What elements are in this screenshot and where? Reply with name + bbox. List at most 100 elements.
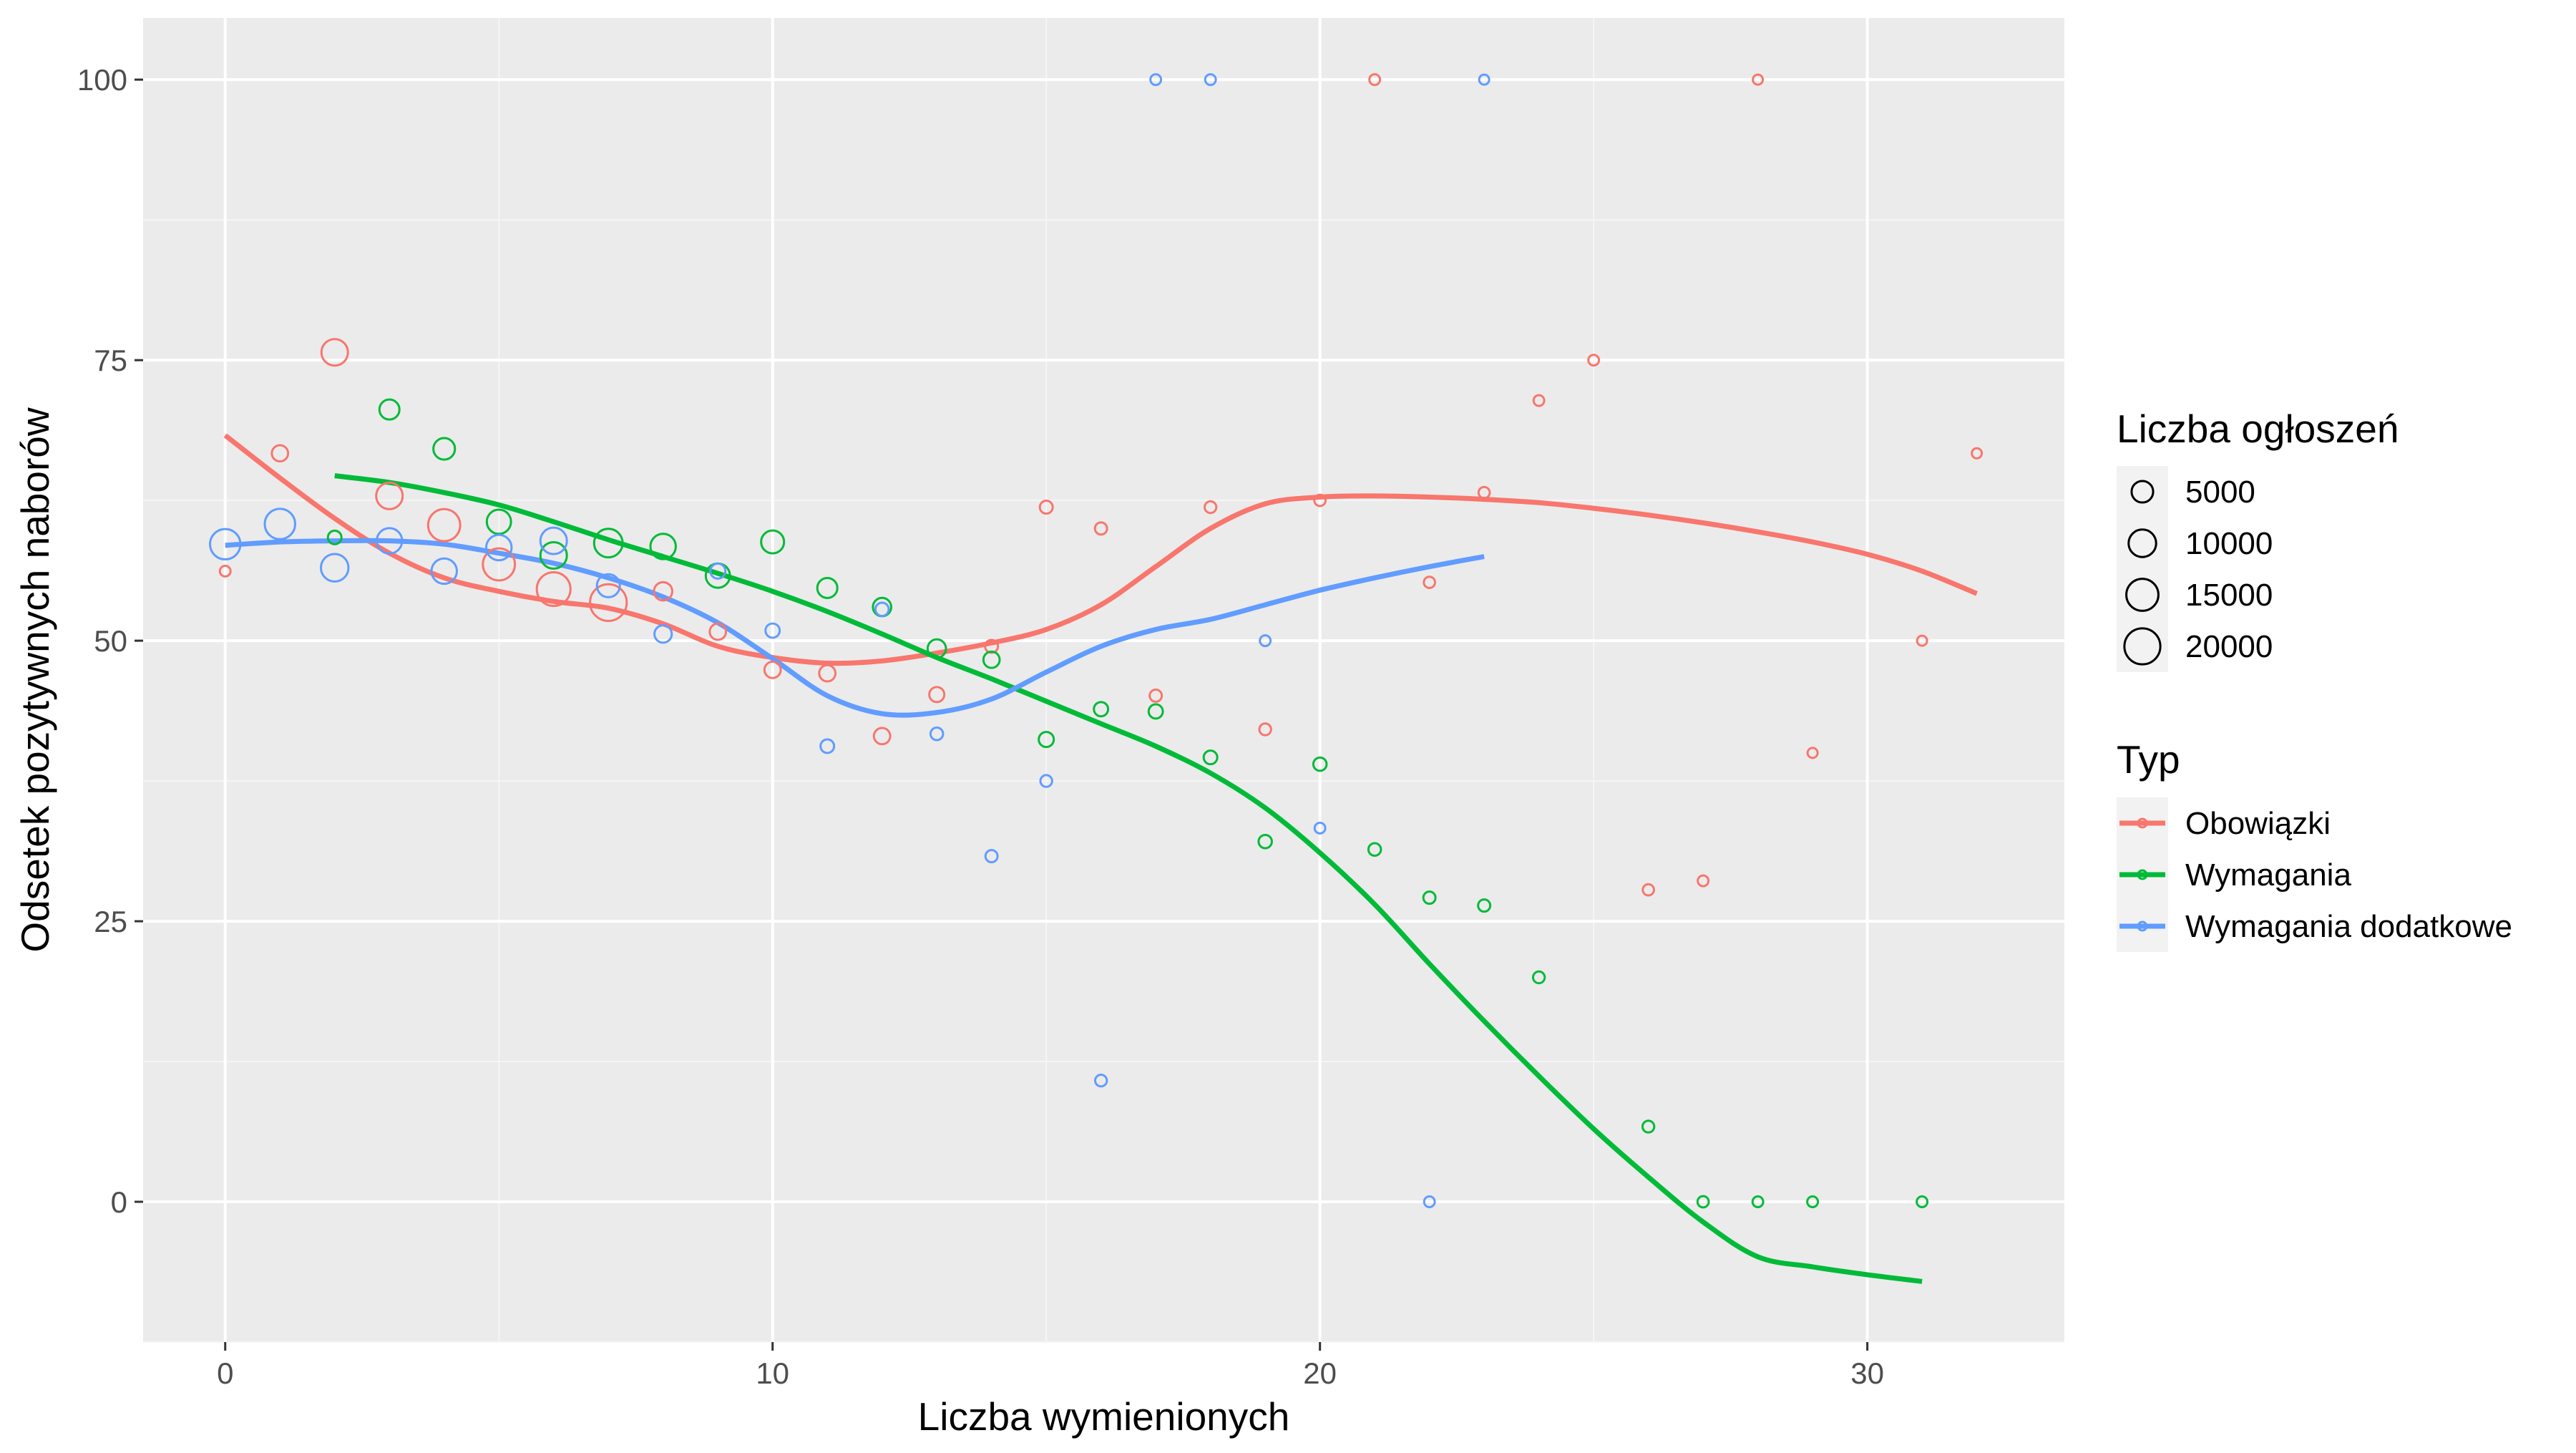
size-legend-label: 20000: [2185, 629, 2273, 664]
color-legend-label: Wymagania: [2185, 857, 2351, 893]
data-point-series-0: [1093, 521, 1108, 536]
data-point-series-0: [589, 583, 628, 622]
data-point-series-0: [1477, 485, 1491, 500]
x-axis-label: Liczba wymienionych: [918, 1394, 1290, 1439]
data-points: [209, 73, 1984, 1209]
color-legend-point: [2137, 869, 2148, 880]
data-point-series-0: [1806, 747, 1819, 759]
data-point-series-1: [1038, 731, 1055, 749]
plot-panel: [143, 18, 2064, 1343]
data-point-series-0: [1697, 874, 1710, 888]
data-point-series-0: [1203, 500, 1218, 515]
trend-lines: [223, 433, 1978, 1284]
size-legend-circle: [2125, 578, 2160, 612]
data-point-series-1: [1641, 1119, 1656, 1134]
data-point-series-1: [1477, 898, 1492, 913]
data-point-series-0: [1641, 883, 1655, 897]
data-point-series-2: [1478, 73, 1491, 86]
y-tick-label: 50: [94, 624, 127, 658]
data-point-series-1: [378, 398, 401, 421]
size-legend-circle: [2130, 480, 2155, 504]
size-legend-key: [2117, 466, 2168, 517]
data-point-series-2: [709, 562, 727, 580]
x-tick-label: 20: [1303, 1356, 1337, 1390]
data-point-series-2: [320, 553, 350, 583]
data-point-series-2: [653, 624, 673, 644]
data-point-series-1: [592, 528, 624, 559]
size-legend-circle: [2127, 528, 2157, 558]
data-point-series-1: [1093, 701, 1110, 718]
data-point-series-2: [1093, 1074, 1108, 1088]
axes: 0 10 20 30 0 25 50 75 100 Liczba wymienionych Odse…: [13, 63, 1884, 1439]
data-point-series-2: [376, 527, 404, 555]
data-point-series-0: [1587, 354, 1601, 367]
panel-background: [143, 18, 2064, 1342]
data-point-series-1: [1367, 842, 1382, 857]
data-point-series-1: [1312, 756, 1328, 772]
data-point-series-1: [1257, 833, 1273, 850]
data-point-series-1: [432, 437, 457, 461]
data-point-series-0: [984, 638, 1000, 654]
data-point-series-0: [1971, 447, 1984, 460]
trend-line-series-0: [223, 433, 1978, 666]
size-legend-label: 10000: [2185, 526, 2273, 561]
size-legend-circle: [2123, 627, 2162, 666]
trend-line-series-1: [334, 473, 1923, 1284]
data-point-series-0: [270, 444, 290, 463]
data-point-series-0: [1916, 634, 1928, 647]
data-point-series-0: [653, 580, 674, 602]
y-tick-label: 75: [94, 344, 127, 377]
data-point-series-1: [982, 650, 1001, 669]
data-point-series-0: [928, 686, 946, 704]
size-legend-key: [2117, 569, 2168, 621]
y-tick-label: 100: [77, 63, 127, 97]
size-legend-label: 15000: [2185, 578, 2273, 613]
data-point-series-0: [218, 564, 232, 578]
data-point-series-2: [1039, 774, 1053, 788]
data-point-series-1: [926, 638, 947, 659]
data-point-series-1: [326, 529, 343, 545]
data-point-series-2: [1423, 1195, 1436, 1208]
x-tick-label: 0: [217, 1356, 233, 1390]
data-point-series-0: [375, 481, 404, 510]
data-point-series-0: [708, 622, 728, 641]
data-point-series-0: [482, 547, 517, 582]
data-point-series-2: [1204, 73, 1217, 87]
data-point-series-0: [1532, 394, 1546, 407]
data-point-series-1: [1422, 890, 1437, 905]
size-legend-key: [2117, 517, 2168, 569]
data-point-series-0: [1368, 73, 1382, 87]
data-point-series-2: [764, 622, 781, 639]
data-point-series-2: [929, 726, 945, 742]
data-point-series-0: [763, 661, 782, 679]
data-point-series-1: [816, 576, 839, 599]
size-legend-title: Liczba ogłoszeń: [2117, 407, 2399, 451]
data-point-series-1: [1806, 1195, 1820, 1208]
data-point-series-0: [1148, 688, 1163, 703]
data-point-series-0: [872, 726, 892, 746]
data-point-series-0: [320, 338, 349, 367]
data-point-series-2: [539, 526, 568, 555]
data-point-series-1: [539, 540, 568, 570]
data-point-series-0: [1258, 722, 1272, 737]
data-point-series-2: [984, 849, 999, 864]
data-point-series-1: [1147, 703, 1164, 720]
data-point-series-1: [649, 533, 677, 560]
y-tick-label: 25: [94, 905, 127, 938]
legend: Liczba ogłoszeń 5000 10000 15000 20000 TypObo…: [2117, 407, 2512, 952]
x-tick-label: 30: [1850, 1356, 1884, 1390]
x-tick-label: 10: [756, 1356, 789, 1390]
data-point-series-0: [426, 507, 462, 543]
color-legend-label: Wymagania dodatkowe: [2185, 909, 2512, 944]
data-point-series-2: [484, 533, 513, 562]
data-point-series-2: [1149, 73, 1163, 87]
data-point-series-1: [1202, 749, 1219, 766]
y-axis-label: Odsetek pozytywnych naborów: [13, 407, 57, 952]
data-point-series-2: [819, 738, 836, 754]
data-point-series-0: [818, 664, 837, 683]
trend-line-series-2: [225, 538, 1485, 718]
data-point-series-0: [1752, 73, 1765, 86]
data-point-series-1: [1531, 970, 1546, 985]
data-point-series-2: [430, 557, 458, 585]
